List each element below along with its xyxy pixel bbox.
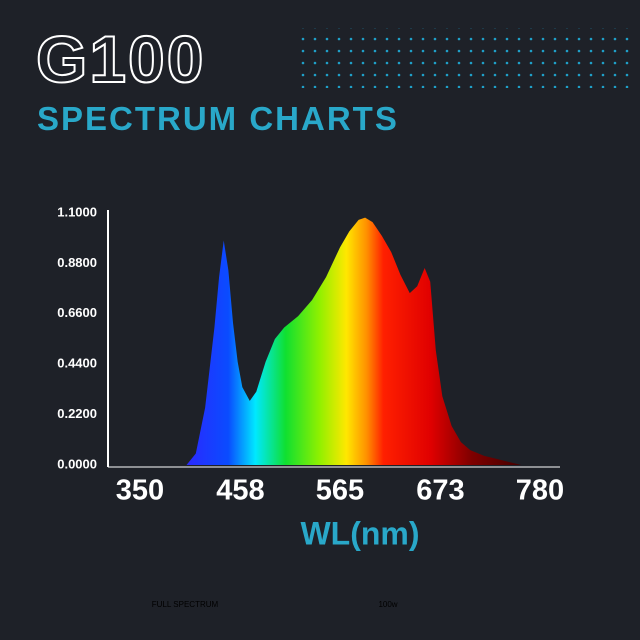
x-axis-label: WL(nm) — [300, 515, 419, 551]
y-tick-label: 1.1000 — [57, 204, 97, 219]
y-tick-label: 0.0000 — [57, 456, 97, 471]
y-tick-label: 0.2200 — [57, 406, 97, 421]
y-tick-label: 0.6600 — [57, 305, 97, 320]
x-tick-label: 458 — [216, 475, 264, 507]
spectrum-area — [186, 217, 522, 465]
footer-text: 100w — [378, 600, 397, 609]
y-tick-label: 0.8800 — [57, 255, 97, 270]
y-tick-label: 0.4400 — [57, 356, 97, 371]
x-tick-label: 673 — [416, 475, 464, 507]
x-tick-label: 350 — [116, 475, 164, 507]
chart-title: G100 — [36, 22, 205, 96]
footer-text: FULL SPECTRUM — [152, 600, 219, 609]
dot-pattern — [300, 28, 635, 88]
x-tick-label: 780 — [516, 475, 564, 507]
x-tick-label: 565 — [316, 475, 364, 507]
chart-subtitle: SPECTRUM CHARTS — [37, 100, 399, 137]
